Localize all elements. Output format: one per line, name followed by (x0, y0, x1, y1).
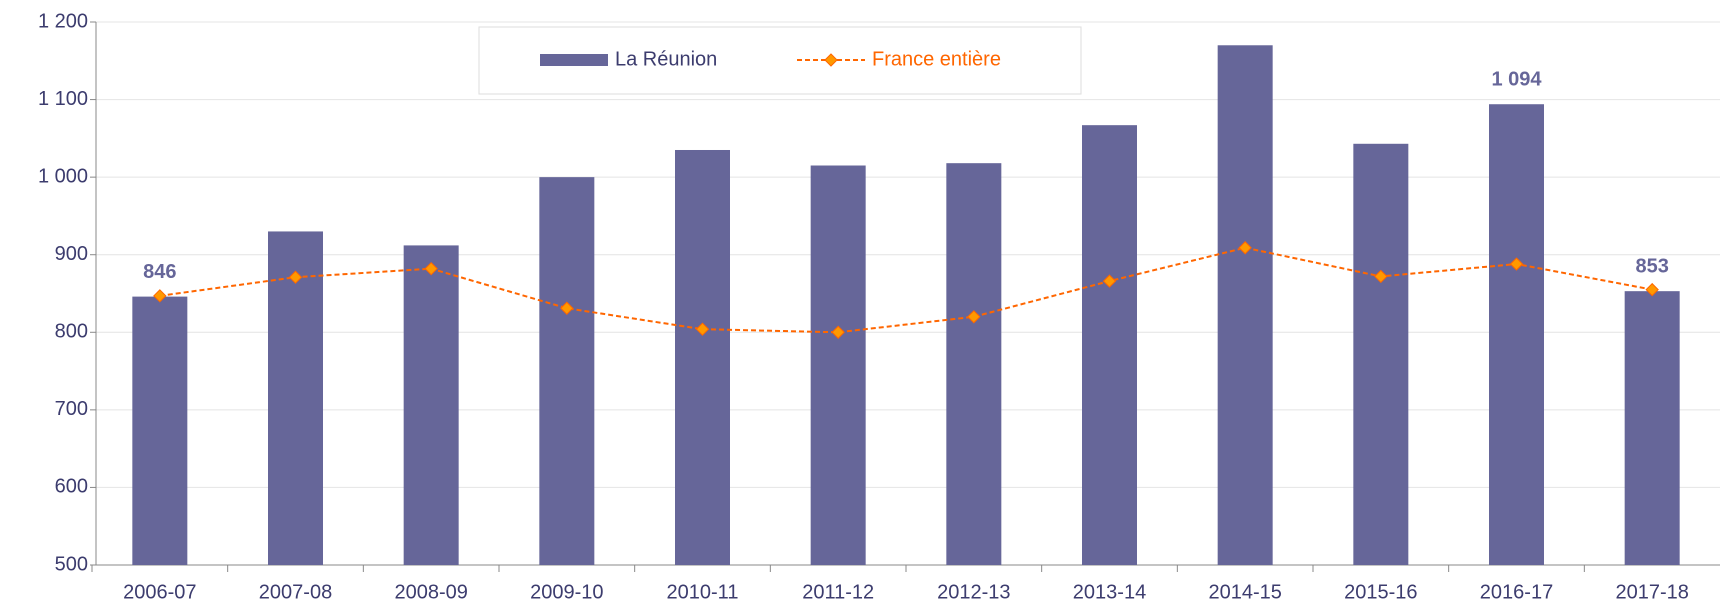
bar (810, 165, 866, 565)
y-tick-label: 800 (55, 321, 88, 343)
x-tick-label: 2010-11 (667, 581, 739, 602)
x-tick-label: 2008-09 (394, 581, 467, 602)
y-tick-label: 700 (55, 398, 88, 420)
bar (132, 296, 188, 565)
bar (539, 177, 595, 565)
data-label: 846 (143, 261, 176, 283)
data-label: 1 094 (1491, 69, 1542, 91)
x-tick-label: 2016-17 (1480, 581, 1553, 602)
y-tick-label: 1 000 (38, 165, 88, 187)
marker (967, 310, 981, 324)
legend-swatch (540, 54, 608, 66)
y-tick-label: 900 (55, 243, 88, 265)
data-label: 853 (1635, 255, 1668, 277)
bar (946, 163, 1002, 565)
marker (153, 289, 167, 303)
x-tick-label: 2009-10 (530, 581, 603, 602)
marker (1509, 257, 1524, 271)
line (159, 246, 1653, 334)
marker (424, 261, 438, 276)
marker (1645, 282, 1659, 297)
bar (1489, 104, 1544, 566)
marker (1374, 269, 1388, 284)
legend-label: France entière (872, 48, 1001, 70)
y-tick-label: 1 100 (38, 88, 88, 110)
x-tick-label: 2017-18 (1615, 581, 1688, 602)
legend-label: La Réunion (615, 48, 717, 70)
x-tick-label: 2007-08 (259, 581, 332, 602)
marker (1238, 241, 1252, 255)
marker (560, 301, 574, 315)
x-tick-label: 2015-16 (1344, 581, 1417, 602)
bar (1217, 45, 1273, 566)
y-tick-label: 1 200 (38, 10, 88, 32)
bar (1353, 143, 1409, 565)
bar (1624, 291, 1680, 565)
bar (1082, 125, 1137, 566)
marker (695, 322, 710, 336)
y-tick-label: 500 (55, 553, 88, 575)
x-tick-label: 2006-07 (123, 581, 196, 602)
legend-marker (824, 53, 838, 67)
y-tick-label: 600 (55, 476, 88, 498)
marker (1102, 274, 1117, 288)
bar (268, 231, 323, 565)
marker (831, 325, 845, 339)
bar (675, 149, 730, 565)
x-tick-label: 2014-15 (1208, 581, 1281, 602)
x-tick-label: 2012-13 (937, 581, 1010, 602)
x-tick-label: 2011-12 (802, 581, 874, 602)
x-tick-label: 2013-14 (1073, 581, 1146, 602)
marker (288, 270, 303, 284)
bar (403, 245, 459, 566)
